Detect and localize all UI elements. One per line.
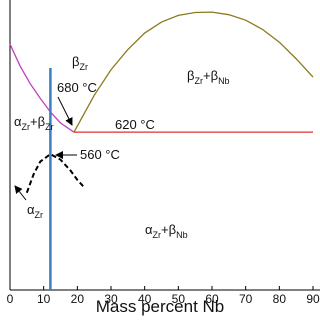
annotation-part: α [145,222,153,237]
arrow [14,185,27,201]
x-tick-label: 20 [71,292,85,306]
x-tick-label: 10 [37,292,51,306]
x-axis-label: Mass percent Nb [96,297,225,316]
annotation: 620 °C [115,117,155,132]
annotation-part: Zr [45,122,54,132]
line [9,43,75,133]
annotation-part: Zr [79,62,88,72]
x-tick-label: 0 [7,292,14,306]
line [25,152,85,194]
annotation-part: Zr [194,76,203,86]
annotation: 680 °C [57,80,97,95]
annotation: αZr [27,202,43,220]
x-tick-label: 30 [104,292,118,306]
annotation-part: β [187,68,194,83]
x-tick-label: 50 [172,292,186,306]
annotation: βZr+βNb [187,68,230,86]
annotation-part: Zr [22,122,31,132]
x-tick-label: 90 [306,292,320,306]
annotation-part: Nb [218,76,230,86]
annotation-part: 620 °C [115,117,155,132]
annotation-part: +β [161,222,176,237]
annotation: αZr+βZr [14,114,54,132]
annotation-part: α [14,114,22,129]
x-tick-label: 70 [239,292,253,306]
x-tick-label: 60 [205,292,219,306]
x-tick-label: 40 [138,292,152,306]
annotation-part: +β [30,114,45,129]
annotation-part: β [72,54,79,69]
annotation-part: 560 °C [80,147,120,162]
annotation-part: 680 °C [57,80,97,95]
annotation: βZr [72,54,88,72]
annotation-part: α [27,202,35,217]
arrow [57,96,73,126]
x-tick-label: 80 [273,292,287,306]
annotation: αZr+βNb [145,222,188,240]
annotation-part: +β [203,68,218,83]
annotation: 560 °C [80,147,120,162]
annotation-part: Nb [176,230,188,240]
line [73,11,314,133]
annotation-part: Zr [35,210,44,220]
annotation-part: Zr [153,230,162,240]
